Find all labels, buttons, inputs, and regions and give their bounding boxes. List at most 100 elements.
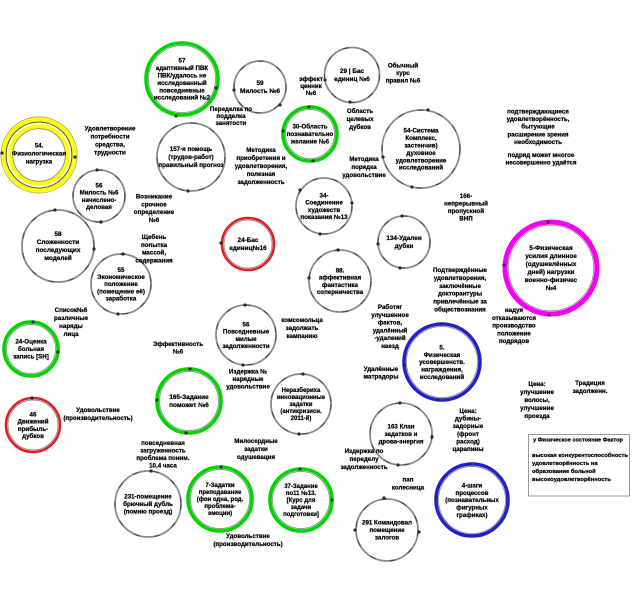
svg-text:царапины: царапины — [452, 446, 483, 453]
svg-text:7-Задатки: 7-Задатки — [205, 483, 235, 489]
svg-text:[Курс для: [Курс для — [287, 498, 316, 504]
svg-text:Удалённые: Удалённые — [364, 366, 399, 373]
svg-text:пропускной: пропускной — [448, 208, 484, 215]
svg-text:единиц №6: единиц №6 — [334, 76, 370, 83]
svg-text:подделка: подделка — [216, 113, 246, 120]
svg-text:попытка: попытка — [141, 242, 168, 249]
svg-text:59: 59 — [256, 80, 264, 87]
svg-text:проезда: проезда — [524, 413, 550, 420]
svg-text:фактов,: фактов, — [378, 320, 402, 327]
svg-text:эффект: эффект — [299, 76, 323, 83]
svg-text:усовершенств.: усовершенств. — [419, 359, 465, 366]
svg-text:соперничества: соперничества — [317, 289, 364, 296]
svg-text:-удалений: -удалений — [374, 335, 406, 342]
svg-text:(трудов-работ): (трудов-работ) — [168, 154, 213, 161]
svg-text:повседневная: повседневная — [141, 440, 185, 447]
svg-text:Щебень: Щебень — [142, 234, 167, 241]
svg-text:улучшение: улучшение — [520, 405, 554, 412]
svg-text:определение: определение — [134, 209, 175, 216]
svg-text:высокоудовлетворённость: высокоудовлетворённость — [532, 477, 611, 483]
svg-text:88.: 88. — [336, 267, 345, 274]
svg-text:удовлетворение: удовлетворение — [396, 157, 447, 164]
svg-text:порядка: порядка — [351, 164, 377, 171]
svg-text:291 Командовал: 291 Командовал — [362, 520, 412, 527]
svg-text:кампанию: кампанию — [286, 333, 318, 340]
svg-text:30-Область: 30-Область — [292, 124, 327, 131]
svg-text:задатки: задатки — [244, 446, 268, 453]
svg-text:(антикризисн.: (антикризисн. — [280, 409, 322, 415]
svg-text:пап: пап — [403, 477, 414, 484]
svg-text:матрадоры: матрадоры — [364, 374, 399, 381]
svg-text:улучшение: улучшение — [520, 389, 554, 396]
svg-text:непрерывный: непрерывный — [444, 201, 488, 208]
svg-text:Комплекс,: Комплекс, — [405, 135, 437, 142]
svg-text:несовершенно удаётся: несовершенно удаётся — [506, 160, 577, 167]
svg-text:№6: №6 — [173, 349, 184, 356]
svg-text:Методика: Методика — [246, 147, 276, 154]
svg-text:24-Оценка: 24-Оценка — [15, 339, 47, 346]
svg-text:брючный дубль: брючный дубль — [123, 501, 173, 508]
svg-text:(производительность): (производительность) — [213, 541, 282, 548]
svg-text:курс: курс — [396, 70, 410, 77]
svg-text:задолженности: задолженности — [222, 343, 269, 350]
svg-text:231-помещение: 231-помещение — [124, 494, 172, 501]
svg-text:Возникание: Возникание — [136, 194, 173, 201]
svg-text:задатки: задатки — [289, 402, 312, 408]
svg-text:34-: 34- — [320, 192, 329, 199]
svg-text:№4: №4 — [546, 285, 557, 292]
svg-text:поможет №6: поможет №6 — [169, 402, 209, 409]
svg-text:запись [SH]: запись [SH] — [13, 354, 49, 361]
svg-text:преподавание: преподавание — [199, 490, 242, 496]
svg-text:(помню проезд): (помню проезд) — [124, 509, 173, 516]
svg-text:Сложенности: Сложенности — [37, 239, 80, 246]
svg-text:удовольствие: удовольствие — [226, 384, 270, 391]
svg-text:различные: различные — [54, 315, 89, 322]
svg-text:единиц№16: единиц№16 — [229, 245, 267, 252]
svg-text:Цена:: Цена: — [528, 381, 545, 388]
svg-text:дубки: дубки — [395, 242, 414, 250]
svg-text:ВНП: ВНП — [459, 216, 473, 223]
svg-text:проблема поним.: проблема поним. — [136, 455, 189, 462]
svg-text:подготовки]: подготовки] — [283, 512, 319, 518]
svg-text:начислено-: начислено- — [82, 197, 117, 204]
svg-text:задорные: задорные — [453, 423, 484, 430]
svg-text:57: 57 — [179, 58, 186, 65]
svg-text:Соединение: Соединение — [305, 200, 343, 207]
svg-text:правил №6: правил №6 — [386, 78, 421, 85]
svg-text:подтверждающиеся: подтверждающиеся — [507, 109, 569, 116]
svg-text:Милость №6: Милость №6 — [240, 88, 281, 95]
svg-text:Неразбериха: Неразбериха — [282, 387, 321, 394]
svg-text:приобретения и: приобретения и — [236, 155, 285, 162]
svg-text:удовлетворённость,: удовлетворённость, — [507, 116, 570, 123]
svg-text:(фронт: (фронт — [457, 431, 479, 438]
svg-text:правильный прогноз: правильный прогноз — [158, 162, 223, 169]
svg-text:54-Система: 54-Система — [404, 128, 440, 135]
svg-text:Список№6: Список№6 — [55, 307, 88, 314]
svg-text:желание №6: желание №6 — [290, 139, 330, 146]
svg-text:55: 55 — [118, 267, 125, 274]
svg-text:Цена:: Цена: — [459, 408, 476, 415]
svg-text:(помещение её): (помещение её) — [97, 288, 145, 295]
svg-text:помещение: помещение — [369, 527, 405, 534]
svg-text:высокая конкурентоспособность: высокая конкурентоспособность — [532, 452, 628, 459]
svg-text:положение: положение — [104, 281, 138, 288]
svg-text:Милость №6: Милость №6 — [80, 190, 119, 197]
svg-text:37-Задание: 37-Задание — [284, 484, 318, 490]
svg-text:застенчив): застенчив) — [404, 142, 437, 149]
svg-text:Подтверждённые: Подтверждённые — [433, 267, 487, 274]
svg-text:(одушевлённых: (одушевлённых — [526, 261, 577, 268]
svg-text:привлечённые за: привлечённые за — [433, 299, 487, 306]
svg-text:166-: 166- — [460, 193, 472, 200]
svg-text:у Физическое состояние Фактор: у Физическое состояние Фактор — [533, 438, 623, 444]
svg-text:процессов: процессов — [456, 490, 489, 497]
svg-text:залогов: залогов — [375, 535, 399, 542]
svg-text:награждения,: награждения, — [421, 367, 463, 374]
svg-text:духовное: духовное — [406, 150, 436, 157]
svg-text:занятости: занятости — [216, 120, 247, 127]
svg-text:познавательно: познавательно — [287, 131, 334, 138]
svg-text:срочное: срочное — [141, 201, 167, 208]
svg-text:необходимость: необходимость — [514, 139, 562, 146]
svg-text:показания №13: показания №13 — [300, 214, 348, 221]
svg-text:163 Клан: 163 Клан — [388, 424, 415, 431]
svg-text:(производительность): (производительность) — [63, 415, 132, 422]
